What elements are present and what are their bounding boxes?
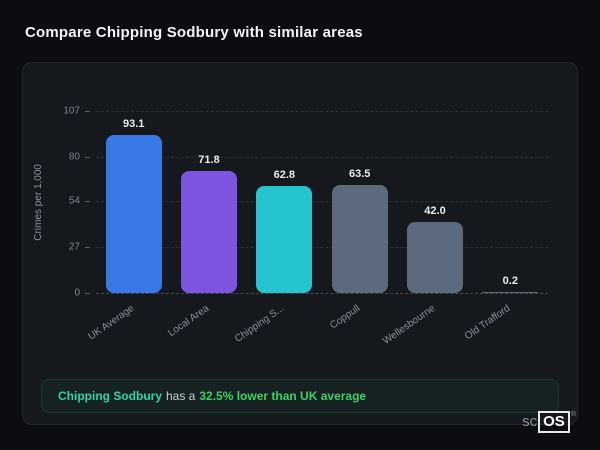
y-axis-title: Crimes per 1,000 — [33, 163, 44, 241]
grid-line — [96, 156, 548, 158]
bar-value-label: 62.8 — [273, 169, 296, 182]
y-tick-mark — [85, 293, 90, 294]
scos-logo: sc OS ® — [522, 411, 576, 433]
grid-line — [96, 293, 548, 294]
y-tick-mark — [85, 201, 90, 203]
grid-line — [96, 247, 548, 249]
plot-area: 0 27 54 80 107 93.1 UK Average 71.8 Local Area 62… — [63, 106, 548, 347]
bar[interactable] — [482, 292, 539, 293]
bar-value-label: 93.1 — [122, 117, 145, 130]
bar-value-label: 71.8 — [198, 153, 220, 166]
logo-suffix: OS — [538, 411, 570, 433]
y-tick-mark — [85, 156, 90, 158]
bar-value-label: 42.0 — [424, 204, 446, 217]
y-tick-label: 107 — [63, 105, 80, 117]
chart-card: Crimes per 1,000 0 27 54 80 107 93.1 UK Averag… — [22, 62, 578, 425]
registered-mark: ® — [570, 411, 576, 418]
y-tick-label: 0 — [74, 287, 80, 299]
bar-value-label: 0.2 — [502, 275, 518, 287]
page-title: Compare Chipping Sodbury with similar ar… — [25, 24, 363, 41]
summary-note: Chipping Sodbury has a 32.5% lower than … — [41, 379, 559, 413]
bar-value-label: 63.5 — [348, 168, 371, 180]
y-tick-mark — [85, 111, 90, 112]
y-tick-label: 80 — [68, 151, 80, 163]
note-area-name: Chipping Sodbury — [58, 389, 162, 403]
grid-line — [96, 111, 548, 112]
y-tick-label: 54 — [68, 195, 80, 207]
logo-prefix: sc — [522, 413, 538, 430]
note-middle-text: has a — [166, 389, 196, 403]
bar[interactable] — [105, 134, 162, 293]
y-tick-label: 27 — [68, 241, 80, 253]
bar[interactable] — [256, 186, 313, 293]
bar[interactable] — [331, 185, 388, 293]
grid-line — [96, 201, 548, 203]
note-highlight-text: 32.5% lower than UK average — [199, 389, 367, 403]
bar[interactable] — [407, 221, 463, 293]
bar[interactable] — [181, 170, 237, 293]
y-tick-mark — [85, 247, 90, 249]
